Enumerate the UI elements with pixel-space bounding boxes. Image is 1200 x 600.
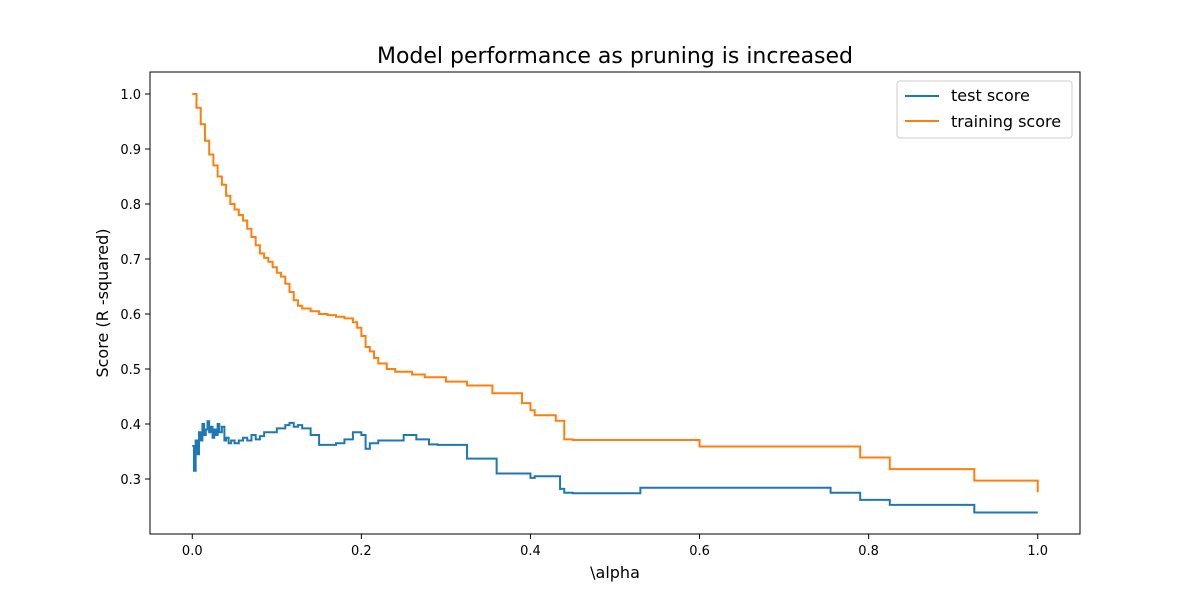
y-tick-label: 0.9 <box>120 143 141 158</box>
y-axis-label: Score (R -squared) <box>93 228 112 377</box>
plot-area <box>149 71 1081 535</box>
series-line-test-score <box>192 420 1038 514</box>
x-axis-label: \alpha <box>590 563 640 582</box>
legend-frame <box>896 80 1073 139</box>
legend: test score training score <box>896 80 1073 139</box>
chart-title: Model performance as pruning is increase… <box>377 44 853 69</box>
x-tick-label: 0.0 <box>182 544 203 559</box>
y-tick-label: 0.6 <box>120 308 141 323</box>
legend-label-training-score: training score <box>951 112 1061 131</box>
y-tick-label: 1.0 <box>120 88 141 103</box>
x-axis: 0.0 0.2 0.4 0.6 0.8 1.0 <box>182 534 1048 559</box>
x-tick-label: 0.8 <box>858 544 879 559</box>
y-tick-label: 0.8 <box>120 198 141 213</box>
x-tick-label: 0.2 <box>351 544 372 559</box>
y-tick-label: 0.4 <box>120 418 141 433</box>
x-tick-label: 0.6 <box>689 544 710 559</box>
y-tick-label: 0.7 <box>120 253 141 268</box>
y-axis: 0.3 0.4 0.5 0.6 0.7 0.8 0.9 1.0 <box>120 88 150 488</box>
x-tick-label: 1.0 <box>1027 544 1048 559</box>
legend-label-test-score: test score <box>951 86 1030 105</box>
series-line-training-score <box>192 93 1039 493</box>
y-tick-label: 0.3 <box>120 473 141 488</box>
y-tick-label: 0.5 <box>120 363 141 378</box>
x-tick-label: 0.4 <box>520 544 541 559</box>
series-layer <box>192 93 1039 514</box>
plot-frame <box>149 71 1081 535</box>
